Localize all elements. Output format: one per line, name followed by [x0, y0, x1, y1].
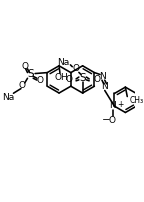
Text: N: N — [109, 101, 116, 110]
Text: N: N — [101, 82, 108, 91]
Text: O: O — [21, 62, 28, 70]
Text: O: O — [18, 81, 25, 90]
Text: +: + — [117, 100, 124, 109]
Text: O: O — [73, 64, 79, 73]
Text: S: S — [79, 73, 86, 83]
Text: N: N — [100, 72, 106, 81]
Text: O: O — [108, 116, 115, 125]
Text: S: S — [27, 69, 34, 79]
Text: O: O — [93, 75, 100, 84]
Text: Na: Na — [2, 93, 14, 102]
Text: O: O — [36, 76, 43, 85]
Text: −: − — [102, 115, 110, 125]
Text: CH₃: CH₃ — [129, 96, 143, 105]
Text: OH: OH — [54, 73, 68, 82]
Text: Na: Na — [57, 58, 69, 66]
Text: O: O — [65, 75, 72, 84]
